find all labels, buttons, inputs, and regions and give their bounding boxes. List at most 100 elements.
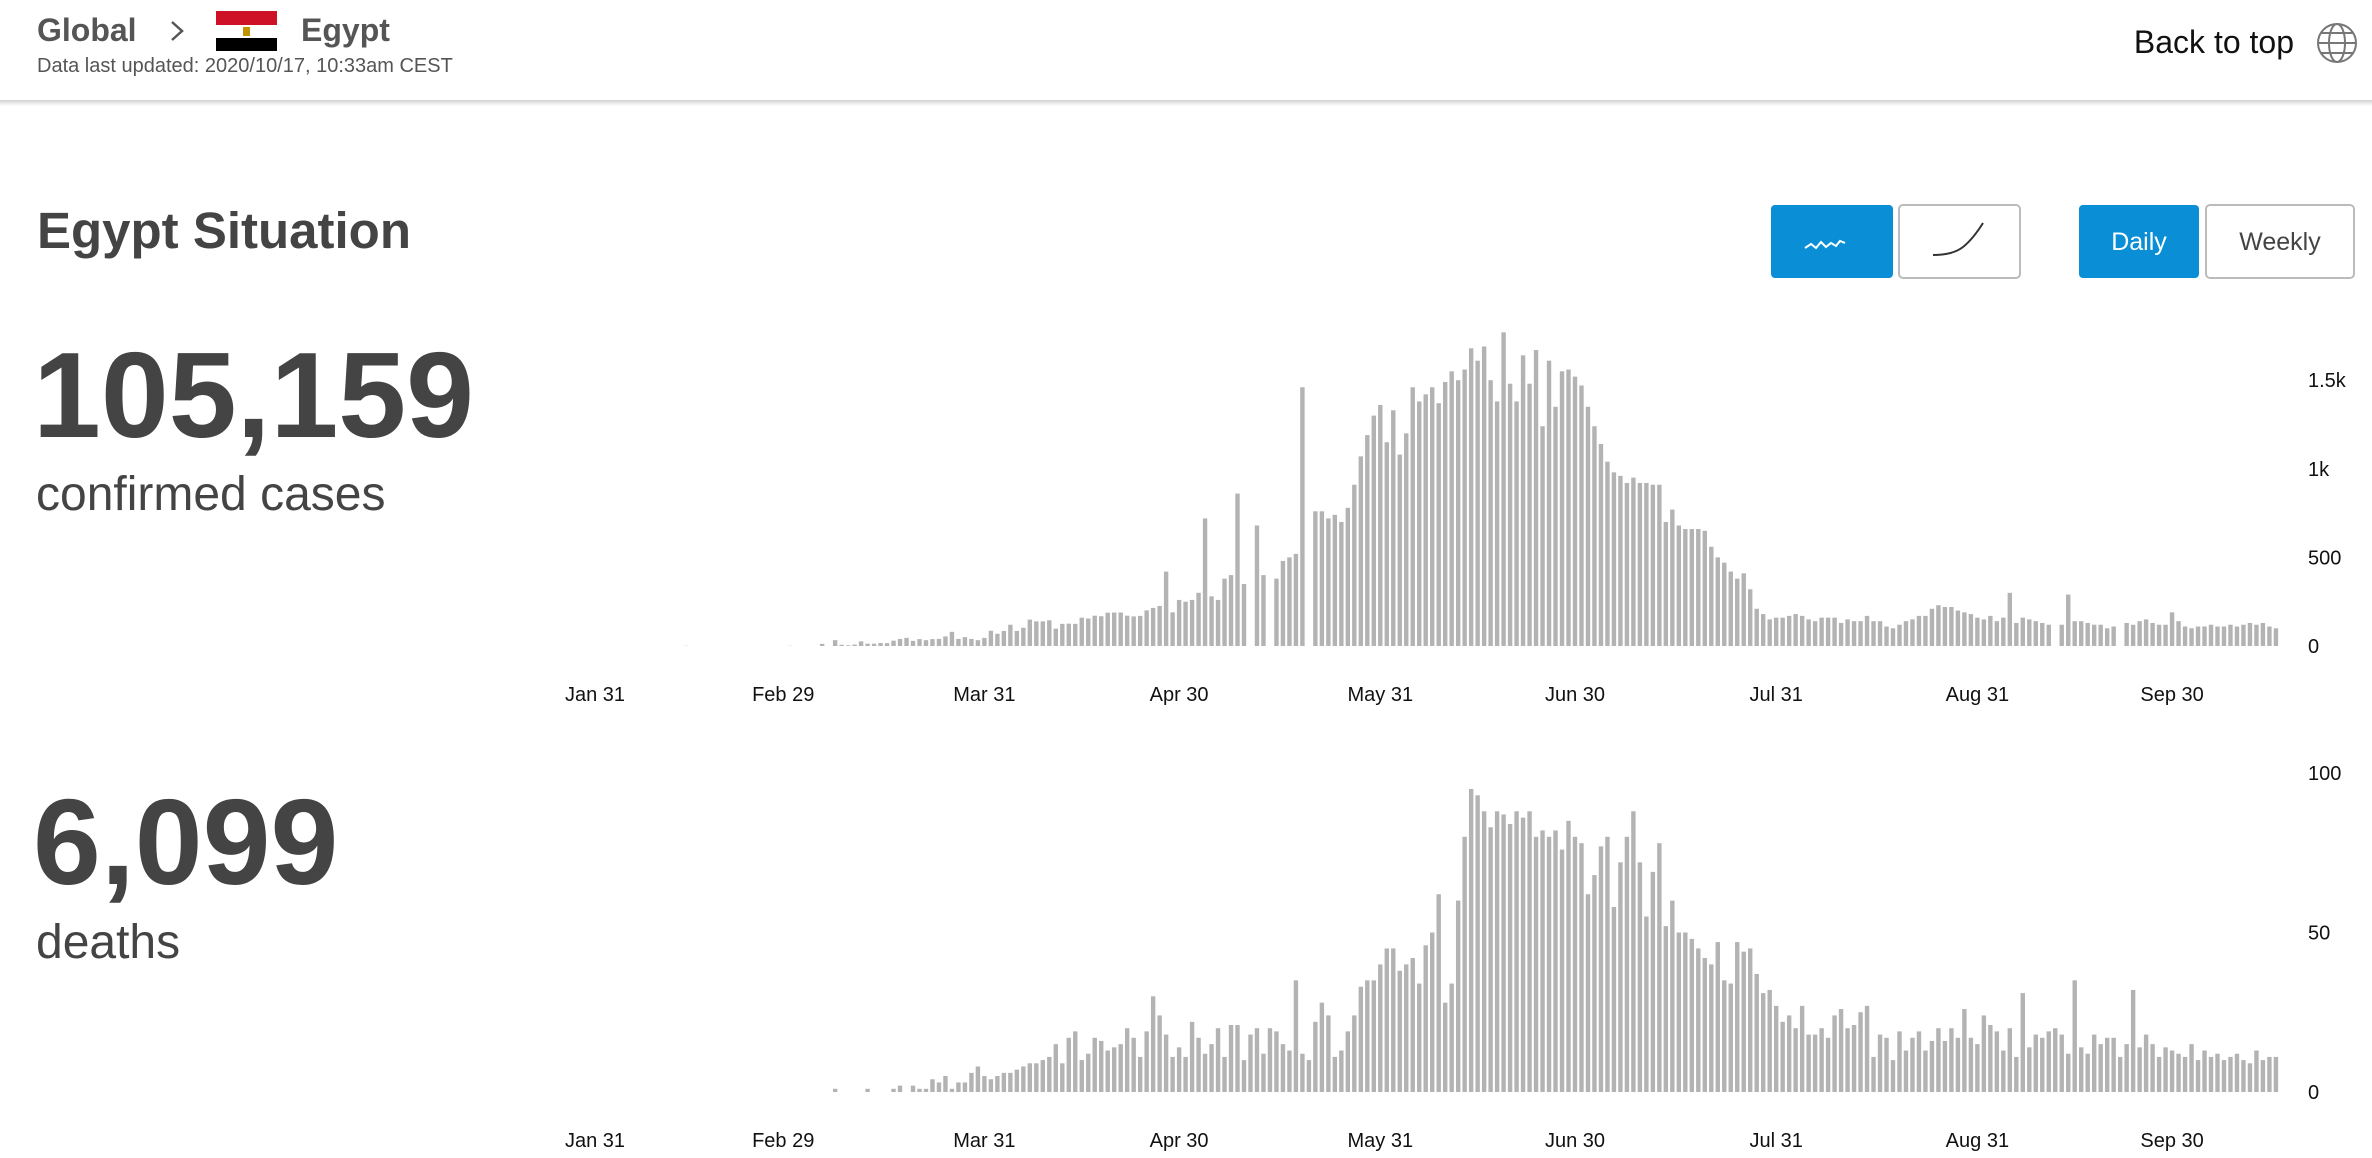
bar [1280,560,1286,646]
bar [1455,900,1461,1092]
bar [1553,830,1558,1092]
bar [1514,811,1519,1092]
y-tick-label: 0 [2308,636,2319,658]
weekly-label[interactable]: Weekly [2239,228,2321,256]
bar [949,1088,955,1092]
bar [1021,627,1026,646]
bar [1585,406,1591,646]
bar [2111,626,2116,646]
bar [2085,1053,2090,1092]
bar [2208,1056,2214,1092]
bar [1851,621,1857,646]
bar [930,639,935,646]
bar [1689,938,1695,1092]
bar [1274,578,1279,646]
cases-label: confirmed cases [36,468,385,521]
x-tick-label: Jun 30 [1545,684,1605,706]
bar [1176,1047,1182,1092]
bar [832,1088,838,1092]
bar [1417,983,1422,1092]
bar [1202,518,1208,646]
bar [2247,622,2253,646]
bar [1520,355,1526,646]
bar [1073,623,1078,646]
x-tick-label: Sep 30 [2140,1130,2203,1152]
bar [1060,1063,1065,1092]
bar [2091,624,2097,646]
bar [1086,1053,1091,1092]
bar [1099,616,1104,646]
globe-icon[interactable] [2317,23,2357,63]
header-bar [0,0,2372,100]
bar [2137,1047,2142,1092]
breadcrumb-root[interactable]: Global [37,12,137,48]
bar [865,643,870,646]
x-tick-label: Mar 31 [953,1130,1015,1152]
bar [1670,900,1675,1092]
bar [1683,932,1688,1092]
bar [1780,1021,1785,1092]
bar [1592,875,1597,1092]
bar [1923,1050,1928,1092]
bar [1702,958,1707,1092]
bar [1819,1028,1824,1092]
bar [1722,562,1727,646]
linear-button[interactable] [1771,205,1893,278]
bar [878,642,883,646]
bar [956,1082,961,1092]
bar [1936,605,1941,646]
bar [1352,1015,1357,1092]
bar [1481,346,1487,646]
weekly-button[interactable] [2205,204,2355,279]
bar [2014,1056,2019,1092]
bar [1936,1028,1941,1092]
log-button[interactable] [1898,204,2021,279]
y-tick-label: 1k [2308,459,2330,481]
y-tick-label: 50 [2308,923,2330,945]
bar [1222,578,1227,646]
bar [1079,1060,1084,1092]
last-updated: Data last updated: 2020/10/17, 10:33am C… [37,55,453,77]
daily-button[interactable] [2079,205,2199,278]
x-tick-label: Apr 30 [1150,684,1209,706]
bar [1994,621,2000,646]
bar [2267,1056,2272,1092]
bar [2215,626,2220,646]
bar [936,1082,942,1092]
bar [1014,630,1020,646]
bar [1228,1025,1234,1092]
header-shadow [0,100,2372,106]
bar [871,643,877,646]
bar [1170,1056,1175,1092]
bar [832,640,838,646]
bar [1890,628,1896,646]
bar [1105,612,1110,646]
bar [1605,461,1610,646]
bar [1624,482,1630,646]
bar [1047,620,1052,646]
bar [2046,624,2051,646]
bar [1293,980,1299,1092]
bar [930,1079,935,1092]
bar [995,1076,1000,1092]
bar [1761,614,1766,646]
bar [1423,945,1428,1092]
bar [1929,1040,1935,1092]
bar [1683,529,1688,646]
bar [1397,970,1402,1092]
bar [1728,983,1733,1092]
bar [1001,630,1007,646]
x-tick-label: Jul 31 [1749,684,1802,706]
flag [216,11,277,51]
bar [1014,1069,1020,1092]
bar [891,1088,896,1092]
back-to-top[interactable]: Back to top [2134,24,2294,60]
bar [1825,1037,1831,1092]
bar [2111,1037,2116,1092]
bar [1786,1015,1792,1092]
bar [1235,493,1240,646]
bar [1579,385,1584,646]
daily-label[interactable]: Daily [2111,228,2167,256]
bar [1709,964,1714,1092]
y-tick-label: 500 [2308,547,2341,569]
